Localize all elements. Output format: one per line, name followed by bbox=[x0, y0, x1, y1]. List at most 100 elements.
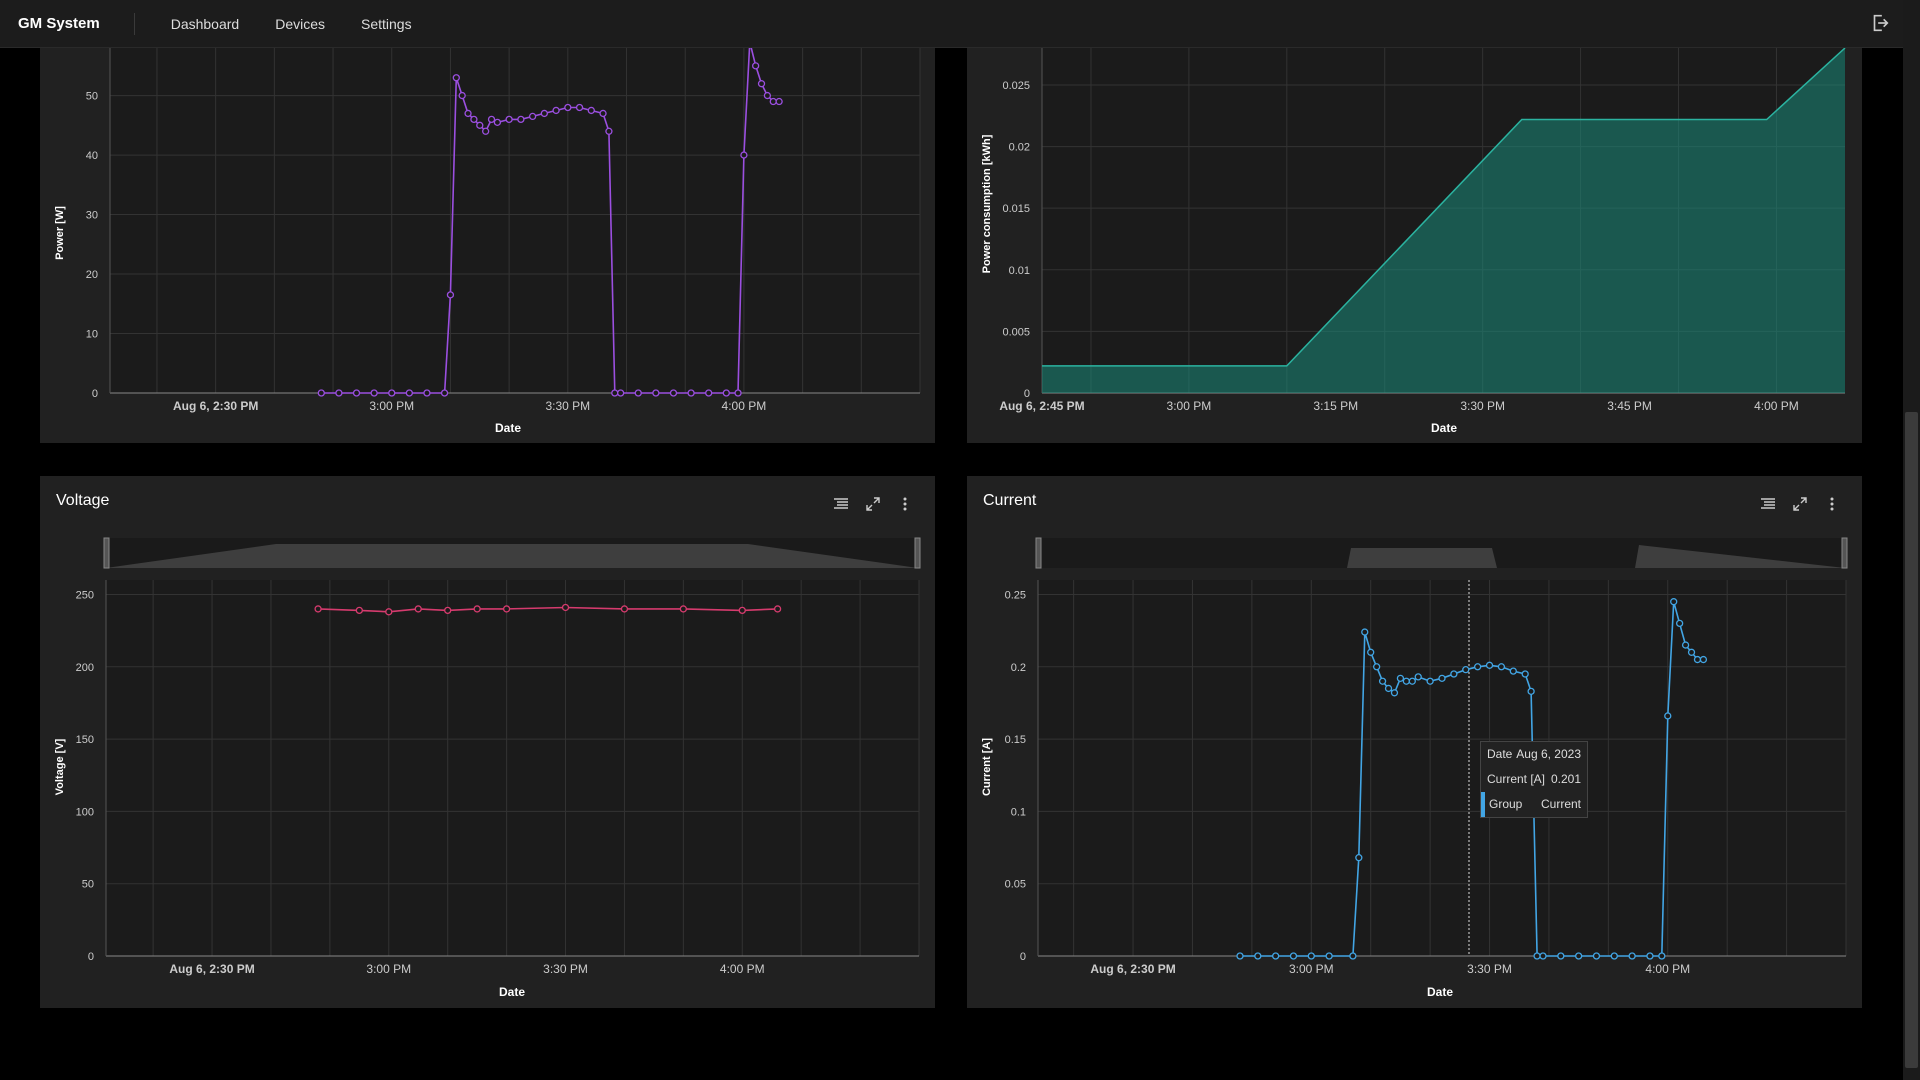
voltage-x-ticks: Aug 6, 2:30 PM 3:00 PM 3:30 PM 4:00 PM bbox=[169, 962, 764, 976]
data-point bbox=[517, 115, 525, 124]
y-tick-label: 0 bbox=[1020, 951, 1026, 963]
data-point bbox=[540, 109, 548, 118]
y-tick-label: 150 bbox=[76, 734, 94, 746]
chart-tooltip: Date Aug 6, 2023 Current [A] 0.201 Group… bbox=[1480, 741, 1588, 818]
page-scrollbar[interactable] bbox=[1903, 0, 1920, 1080]
expand-icon[interactable] bbox=[1792, 496, 1808, 512]
y-tick-label: 0.025 bbox=[1002, 80, 1030, 92]
app-title[interactable]: GM System bbox=[0, 12, 135, 35]
data-point bbox=[773, 605, 782, 613]
consumption-x-label: Date bbox=[1431, 421, 1457, 435]
tooltip-date-label: Date bbox=[1487, 747, 1513, 761]
data-point bbox=[620, 605, 629, 613]
data-point bbox=[352, 389, 361, 397]
tooltip-date-row: Date Aug 6, 2023 bbox=[1481, 742, 1587, 767]
y-tick-label: 0 bbox=[92, 388, 98, 400]
tooltip-current-row: Current [A] 0.201 bbox=[1481, 767, 1587, 792]
y-tick-label: 0.005 bbox=[1002, 326, 1030, 338]
data-point bbox=[605, 127, 613, 135]
data-point bbox=[385, 608, 393, 616]
nav-dashboard[interactable]: Dashboard bbox=[170, 15, 240, 32]
data-point bbox=[1693, 655, 1702, 664]
data-point bbox=[1367, 648, 1375, 656]
data-point bbox=[446, 291, 455, 299]
tooltip-group-value: Current bbox=[1540, 797, 1581, 811]
voltage-y-ticks: 0 50 100 150 200 250 bbox=[76, 589, 94, 963]
expand-icon[interactable] bbox=[865, 496, 881, 512]
data-point bbox=[575, 103, 584, 112]
data-point bbox=[444, 606, 452, 615]
data-point bbox=[564, 103, 572, 112]
voltage-chart-panel: Voltage Voltage [V] Date 0 50 100 150 200 250… bbox=[40, 476, 935, 1008]
current-series bbox=[1236, 598, 1708, 960]
data-point bbox=[1236, 952, 1244, 960]
data-point bbox=[1521, 670, 1529, 678]
data-point bbox=[705, 389, 713, 397]
data-point bbox=[414, 605, 422, 613]
data-point bbox=[1349, 952, 1357, 960]
data-point bbox=[464, 109, 472, 118]
power-grid bbox=[109, 48, 921, 394]
voltage-series bbox=[314, 603, 782, 616]
y-tick-label: 0.15 bbox=[1005, 734, 1026, 746]
more-vertical-icon[interactable] bbox=[897, 496, 913, 512]
current-range-slider[interactable] bbox=[1035, 537, 1848, 569]
data-point bbox=[1426, 677, 1434, 685]
data-point bbox=[1462, 666, 1470, 674]
data-point bbox=[1699, 655, 1708, 664]
nav-devices[interactable]: Devices bbox=[275, 15, 325, 32]
consumption-chart-panel: Power consumption [kWh] Date 0 0.005 0.01 0… bbox=[967, 48, 1862, 443]
tooltip-current-label: Current [A] bbox=[1487, 772, 1546, 786]
x-tick-label: 3:30 PM bbox=[1460, 399, 1505, 413]
y-tick-label: 20 bbox=[86, 269, 98, 281]
y-tick-label: 0 bbox=[1024, 388, 1030, 400]
y-tick-label: 0.25 bbox=[1005, 589, 1026, 601]
data-point bbox=[1384, 684, 1393, 693]
data-point bbox=[493, 118, 502, 127]
y-tick-label: 100 bbox=[76, 806, 94, 818]
data-point bbox=[355, 606, 363, 615]
data-point bbox=[1396, 674, 1405, 682]
voltage-tools bbox=[833, 496, 913, 512]
data-point bbox=[370, 389, 378, 397]
data-point bbox=[1681, 641, 1690, 649]
scrollbar-thumb[interactable] bbox=[1905, 412, 1918, 1068]
current-tools bbox=[1760, 496, 1840, 512]
power-chart-panel: Power [W] Date 0 10 20 30 40 50 Aug 6, 2:30 P… bbox=[40, 48, 935, 443]
data-point bbox=[1592, 952, 1601, 960]
data-point bbox=[734, 389, 742, 397]
plot-area bbox=[110, 48, 920, 393]
nav-settings[interactable]: Settings bbox=[361, 15, 412, 32]
power-series bbox=[317, 48, 783, 397]
x-tick-label: 4:00 PM bbox=[722, 399, 767, 413]
consumption-y-ticks: 0 0.005 0.01 0.015 0.02 0.025 bbox=[1002, 80, 1030, 400]
voltage-range-slider[interactable] bbox=[103, 537, 921, 569]
data-point bbox=[1533, 952, 1541, 960]
y-tick-label: 250 bbox=[76, 589, 94, 601]
data-point bbox=[1675, 619, 1684, 628]
logout-icon[interactable] bbox=[1869, 12, 1891, 34]
data-point bbox=[1509, 667, 1517, 675]
data-point bbox=[476, 121, 484, 129]
y-tick-label: 50 bbox=[82, 879, 94, 891]
data-point bbox=[722, 389, 730, 397]
current-x-label: Date bbox=[1427, 985, 1453, 999]
y-tick-label: 0.1 bbox=[1011, 806, 1026, 818]
data-point bbox=[611, 389, 619, 397]
legend-list-icon[interactable] bbox=[833, 496, 849, 512]
data-point bbox=[487, 115, 496, 124]
y-tick-label: 30 bbox=[86, 210, 98, 222]
data-point bbox=[1378, 677, 1387, 685]
more-vertical-icon[interactable] bbox=[1824, 496, 1840, 512]
data-point bbox=[1527, 687, 1535, 696]
data-point bbox=[687, 389, 695, 397]
data-point bbox=[452, 74, 460, 82]
current-chart: Current [A] Date 0 0.05 0.1 0.15 0.2 0.25 Aug… bbox=[981, 537, 1848, 999]
voltage-y-label: Voltage [V] bbox=[54, 738, 66, 795]
data-point bbox=[440, 389, 449, 397]
data-point bbox=[1438, 674, 1446, 682]
data-point bbox=[528, 112, 537, 121]
data-point bbox=[1402, 677, 1411, 685]
consumption-y-label: Power consumption [kWh] bbox=[981, 134, 993, 273]
legend-list-icon[interactable] bbox=[1760, 496, 1776, 512]
